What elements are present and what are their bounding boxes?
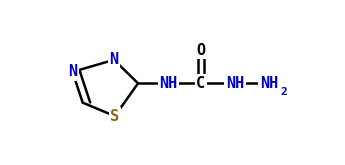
Text: O: O [196, 43, 205, 58]
Text: N: N [109, 52, 119, 67]
Text: NH: NH [159, 76, 177, 91]
Text: 2: 2 [280, 87, 287, 97]
Text: N: N [68, 64, 77, 79]
Text: NH: NH [260, 76, 278, 91]
Text: S: S [110, 109, 119, 124]
Text: NH: NH [226, 76, 244, 91]
Text: C: C [196, 76, 205, 91]
